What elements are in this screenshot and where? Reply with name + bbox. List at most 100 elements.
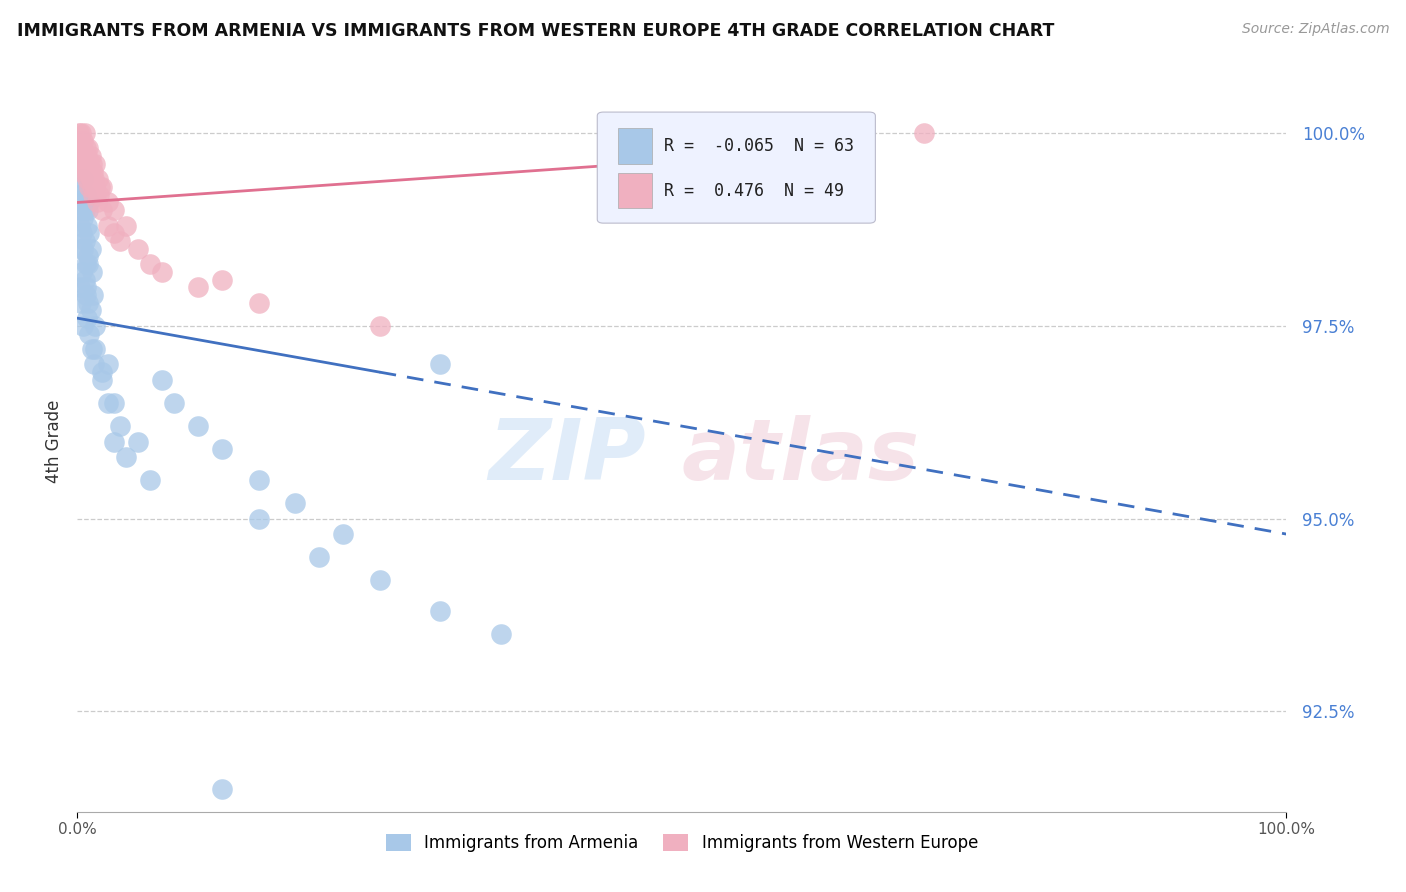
Point [70,195,93,210]
Point [163,396,186,410]
Point [77,203,100,218]
Point [69,203,91,218]
Point [70,164,93,178]
Point [79,157,101,171]
Point [87,172,110,186]
Point [84,157,107,171]
Point [76,149,98,163]
Point [76,219,98,233]
Point [139,473,162,487]
Point [70,126,93,140]
Text: atlas: atlas [682,415,920,498]
Point [75,164,97,178]
Point [84,342,107,356]
Point [79,172,101,186]
Point [75,280,97,294]
Point [103,203,125,218]
Point [96,396,118,410]
Point [75,187,97,202]
Bar [617,173,652,209]
Point [75,141,97,155]
Point [332,527,354,541]
Point [77,249,100,263]
Point [912,126,935,140]
Point [72,211,94,225]
Point [87,187,110,202]
Point [90,180,112,194]
Point [72,157,94,171]
Point [69,219,91,233]
Point [69,134,91,148]
Point [150,265,173,279]
Point [247,295,270,310]
Point [108,419,131,434]
Point [82,288,104,302]
Point [76,311,98,326]
Point [69,280,91,294]
Point [70,141,93,155]
Point [103,227,125,241]
Point [73,234,96,248]
Text: IMMIGRANTS FROM ARMENIA VS IMMIGRANTS FROM WESTERN EUROPE 4TH GRADE CORRELATION : IMMIGRANTS FROM ARMENIA VS IMMIGRANTS FR… [17,22,1054,40]
Point [82,187,104,202]
Point [79,195,101,210]
Point [96,219,118,233]
Point [70,149,93,163]
Point [114,450,136,464]
Point [308,550,330,565]
Legend: Immigrants from Armenia, Immigrants from Western Europe: Immigrants from Armenia, Immigrants from… [380,828,984,859]
Point [77,164,100,178]
Point [70,227,93,241]
Point [211,781,233,796]
Bar [617,128,652,164]
Point [72,172,94,186]
Point [83,358,105,372]
Point [82,164,104,178]
Point [84,318,107,333]
Point [86,195,108,210]
Point [72,242,94,256]
Point [247,511,270,525]
Point [73,149,96,163]
Point [67,187,90,202]
Point [73,126,96,140]
Point [368,574,391,588]
Point [103,434,125,449]
Point [90,203,112,218]
Point [70,180,93,194]
Point [429,604,451,618]
Point [127,434,149,449]
Text: ZIP: ZIP [488,415,645,498]
Point [150,373,173,387]
Point [139,257,162,271]
Text: R =  -0.065  N = 63: R = -0.065 N = 63 [664,137,853,155]
Point [114,219,136,233]
Point [83,172,105,186]
Point [67,126,90,140]
Point [284,496,307,510]
Point [76,172,98,186]
Point [187,419,209,434]
Text: Source: ZipAtlas.com: Source: ZipAtlas.com [1241,22,1389,37]
Point [247,473,270,487]
Point [429,358,451,372]
Point [80,265,103,279]
Point [77,257,100,271]
Point [108,234,131,248]
Point [79,326,101,341]
Point [70,295,93,310]
Point [69,157,91,171]
Point [96,195,118,210]
Point [127,242,149,256]
Point [89,180,111,194]
Point [77,295,100,310]
Point [90,373,112,387]
Point [72,318,94,333]
Point [80,180,103,194]
Point [79,149,101,163]
Point [368,318,391,333]
Point [79,180,101,194]
Point [103,396,125,410]
Point [77,141,100,155]
Point [72,134,94,148]
